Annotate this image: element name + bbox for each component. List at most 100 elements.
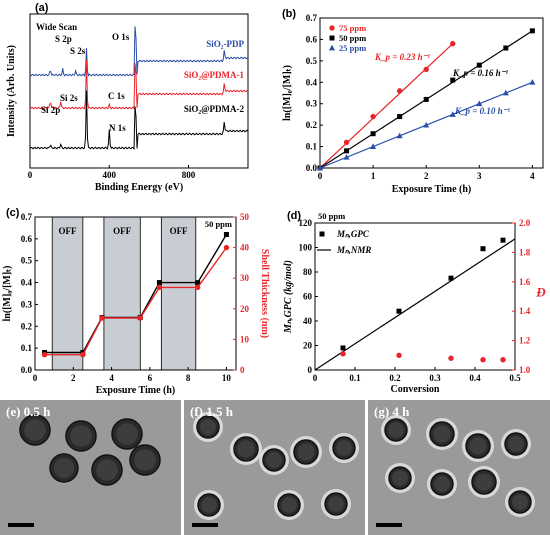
y-tick-label-d-3: 60 bbox=[303, 292, 313, 302]
x-tick-label-b-4: 4 bbox=[530, 171, 535, 181]
y-tick-label-d-5: 100 bbox=[299, 243, 313, 253]
panel-b-label: (b) bbox=[282, 8, 297, 20]
y2-tick-label-d-2: 1.4 bbox=[519, 306, 531, 316]
data-point-b-2-1 bbox=[343, 154, 350, 160]
x-tick-label-c-1: 2 bbox=[71, 373, 76, 383]
data-point-b-2-8 bbox=[529, 79, 536, 85]
data-point-c-0-6 bbox=[223, 231, 229, 237]
particle-core-3 bbox=[508, 436, 524, 452]
data-point-b-2-5 bbox=[449, 111, 456, 117]
data-point-c-1-6 bbox=[223, 244, 230, 251]
y-tick-label-c-3: 0.3 bbox=[21, 299, 33, 309]
particle-core-3 bbox=[53, 457, 75, 479]
data-point-b-1-6 bbox=[476, 62, 482, 68]
y2-tick-label-d-5: 2.0 bbox=[519, 218, 531, 228]
y-axis-title-d: Mₙ,GPC (kg/mol) bbox=[283, 260, 294, 334]
data-point-c-0-5 bbox=[195, 280, 201, 286]
data-point-d-2-1 bbox=[396, 352, 402, 358]
particle-core-1 bbox=[70, 425, 92, 447]
plot-frame-a bbox=[29, 13, 249, 169]
legend-label-nmr: Mₙ,NMR bbox=[336, 245, 371, 255]
annot-s2s: S 2s bbox=[70, 46, 86, 56]
y-tick-label-c-1: 0.1 bbox=[21, 343, 33, 353]
y-tick-label-c-0: 0.0 bbox=[21, 365, 33, 375]
xps-series-label-2: SiO₂@PDMA-2 bbox=[184, 104, 245, 114]
kp-label-b-0: K_p = 0.23 h⁻¹ bbox=[374, 52, 430, 62]
x-tick-label-d-0: 0 bbox=[313, 373, 318, 383]
nmr-line-d bbox=[314, 238, 516, 371]
data-point-b-1-5 bbox=[450, 77, 456, 83]
data-point-c-1-4 bbox=[156, 284, 163, 291]
y-tick-label-b-7: 0.7 bbox=[306, 13, 318, 23]
y-axis-title-a: Intensity (Arb. Units) bbox=[6, 45, 17, 137]
y-tick-label-d-4: 80 bbox=[303, 267, 313, 277]
y2-tick-label-c-3: 30 bbox=[240, 273, 250, 283]
data-point-d-2-2 bbox=[448, 355, 454, 361]
x-tick-label-c-3: 6 bbox=[148, 373, 153, 383]
annot-s2p: S 2p bbox=[55, 34, 72, 44]
data-point-d-0-1 bbox=[396, 308, 402, 314]
tem-particles-e bbox=[19, 414, 161, 486]
data-point-b-0-1 bbox=[343, 139, 350, 145]
x-tick-label-c-4: 8 bbox=[186, 373, 191, 383]
molecular-weight-chart: 0 0.1 0.2 0.3 0.4 0.5 0 20 40 60 80 100 120 1.0 1.2 1.4… bbox=[283, 211, 546, 395]
off-label-1: OFF bbox=[113, 226, 131, 236]
legend-marker-b-1 bbox=[329, 35, 335, 41]
y-axis-title-b: ln([M]₀/[M]ₜ) bbox=[282, 65, 293, 121]
data-point-b-0-3 bbox=[396, 88, 403, 94]
y-tick-label-b-0: 0.0 bbox=[306, 163, 318, 173]
x-tick-label-b-3: 3 bbox=[477, 171, 482, 181]
off-label-0: OFF bbox=[59, 226, 77, 236]
x-tick-label-c-0: 0 bbox=[33, 373, 38, 383]
data-point-c-1-3 bbox=[137, 315, 143, 321]
xps-series-0 bbox=[29, 26, 249, 77]
data-point-d-2-0 bbox=[340, 351, 346, 357]
x-tick-label-c-5: 10 bbox=[222, 373, 232, 383]
data-point-b-1-2 bbox=[370, 131, 376, 137]
y-axis-title-c: ln([M]₀/[M]ₜ) bbox=[2, 266, 13, 322]
scale-bar-e bbox=[8, 523, 34, 527]
panel-d-label: (d) bbox=[287, 210, 302, 222]
tem-image-f: (f) 1.5 h bbox=[184, 400, 365, 535]
legend-marker-b-0 bbox=[329, 25, 335, 31]
data-point-d-2-3 bbox=[480, 357, 486, 363]
data-point-c-1-5 bbox=[195, 284, 201, 291]
x-tick-label-d-5: 0.5 bbox=[509, 373, 521, 383]
x-tick-label-d-4: 0.4 bbox=[469, 373, 481, 383]
y-tick-label-d-6: 120 bbox=[299, 218, 313, 228]
off-region-2 bbox=[160, 216, 197, 371]
data-point-c-1-2 bbox=[99, 315, 105, 321]
legend-label-b-2: 25 ppm bbox=[339, 43, 366, 53]
off-region-1 bbox=[103, 216, 141, 371]
concentration-c: 50 ppm bbox=[205, 219, 232, 229]
x-axis-title-a: Binding Energy (eV) bbox=[95, 182, 183, 193]
y-tick-label-c-6: 0.6 bbox=[21, 234, 33, 244]
scale-bar-f bbox=[192, 523, 218, 527]
data-point-b-0-4 bbox=[423, 66, 429, 73]
data-point-d-0-2 bbox=[448, 275, 454, 281]
scale-bar-g bbox=[376, 523, 402, 527]
off-label-2: OFF bbox=[170, 226, 188, 236]
data-point-b-1-3 bbox=[397, 114, 403, 120]
x-tick-label-d-1: 0.1 bbox=[349, 373, 361, 383]
particle-core-7 bbox=[201, 497, 217, 513]
data-point-b-2-0 bbox=[317, 164, 323, 171]
y-tick-label-b-4: 0.4 bbox=[306, 77, 318, 87]
particle-core-0 bbox=[200, 419, 216, 435]
xps-series-2 bbox=[29, 90, 249, 151]
particle-core-7 bbox=[512, 494, 528, 510]
data-point-c-1-1 bbox=[80, 352, 86, 358]
y-tick-label-b-2: 0.2 bbox=[306, 120, 318, 130]
y2-tick-label-d-1: 1.2 bbox=[519, 336, 531, 346]
particle-core-4 bbox=[96, 459, 118, 481]
y2-tick-label-c-2: 20 bbox=[240, 304, 250, 314]
tem-image-g: (g) 4 h bbox=[368, 400, 550, 535]
y-tick-label-d-1: 20 bbox=[303, 341, 313, 351]
data-point-b-1-7 bbox=[503, 45, 509, 51]
data-point-b-2-3 bbox=[396, 132, 403, 139]
particle-core-0 bbox=[24, 419, 46, 441]
particle-core-2 bbox=[116, 423, 138, 445]
data-point-b-1-1 bbox=[344, 148, 350, 154]
y-tick-label-c-7: 0.7 bbox=[21, 212, 33, 222]
legend-marker-b-2 bbox=[329, 44, 335, 51]
